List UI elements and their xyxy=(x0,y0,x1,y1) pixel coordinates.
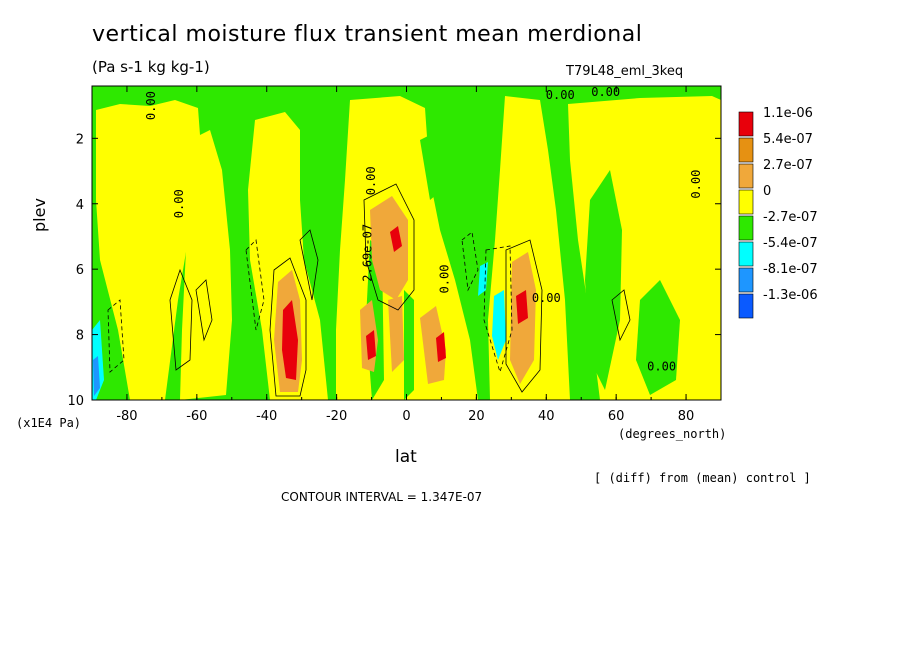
legend-swatch xyxy=(738,241,754,267)
legend-label: 2.7e-07 xyxy=(763,158,813,173)
legend-swatch xyxy=(738,137,754,163)
legend-label: 5.4e-07 xyxy=(763,132,813,147)
y-tick-label: 2 xyxy=(76,132,84,147)
chart-title: vertical moisture flux transient mean me… xyxy=(92,22,643,47)
x-axis-units: (degrees_north) xyxy=(618,427,727,441)
contour-label: 2.69e-07 xyxy=(361,224,375,282)
x-tick-label: -40 xyxy=(256,409,277,424)
x-tick-label: 80 xyxy=(678,409,695,424)
x-tick-label: -20 xyxy=(326,409,347,424)
legend-label: -2.7e-07 xyxy=(763,210,818,225)
x-axis-label: lat xyxy=(395,447,417,467)
x-tick-label: -60 xyxy=(186,409,207,424)
y-tick-label: 10 xyxy=(67,394,84,409)
legend-swatch xyxy=(738,111,754,137)
x-tick-label: 60 xyxy=(608,409,625,424)
colorbar-legend: 1.1e-06 5.4e-07 2.7e-07 0 -2.7e-07 -5.4e-07 -8… xyxy=(738,106,818,319)
contour-label: 0.00 xyxy=(144,91,158,120)
x-tick-label: 40 xyxy=(538,409,555,424)
contour-field xyxy=(92,86,721,400)
contour-interval: CONTOUR INTERVAL = 1.347E-07 xyxy=(281,490,483,504)
y-tick-label: 8 xyxy=(76,329,84,344)
contour-label: 0.00 xyxy=(532,291,561,305)
contour-label: 0.00 xyxy=(364,166,378,195)
legend-swatch xyxy=(738,189,754,215)
y-axis-units: (x1E4 Pa) xyxy=(16,416,82,430)
legend-label: -1.3e-06 xyxy=(763,288,818,303)
contour-label: 0.00 xyxy=(437,265,451,294)
chart-subtitle: (Pa s-1 kg kg-1) xyxy=(92,58,210,76)
legend-swatch xyxy=(738,163,754,189)
y-tick-label: 4 xyxy=(76,198,84,213)
x-tick-label: 0 xyxy=(402,409,410,424)
y-tick-label: 6 xyxy=(76,263,84,278)
legend-label: -5.4e-07 xyxy=(763,236,818,251)
legend-label: 0 xyxy=(763,184,771,199)
axes: -80 -60 -40 -20 0 20 40 60 80 2 4 6 8 10 xyxy=(67,86,722,424)
legend-swatch xyxy=(738,293,754,319)
contour-labels: 0.00 0.00 0.00 2.69e-07 0.00 0.00 0.00 0.00 0.00… xyxy=(144,85,703,374)
legend-swatch xyxy=(738,267,754,293)
run-label: T79L48_eml_3keq xyxy=(566,64,684,79)
legend-label: -8.1e-07 xyxy=(763,262,818,277)
legend-label: 1.1e-06 xyxy=(763,106,813,121)
x-tick-label: -80 xyxy=(116,409,137,424)
contour-label: 0.00 xyxy=(647,360,676,374)
legend-swatch xyxy=(738,215,754,241)
diff-note: [ (diff) from (mean) control ] xyxy=(594,471,811,485)
contour-label: 0.00 xyxy=(172,189,186,218)
y-axis-label: plev xyxy=(30,198,49,232)
contour-label: 0.00 xyxy=(689,170,703,199)
contour-label: 0.00 xyxy=(591,85,620,99)
contour-label: 0.00 xyxy=(546,88,575,102)
x-tick-label: 20 xyxy=(468,409,485,424)
